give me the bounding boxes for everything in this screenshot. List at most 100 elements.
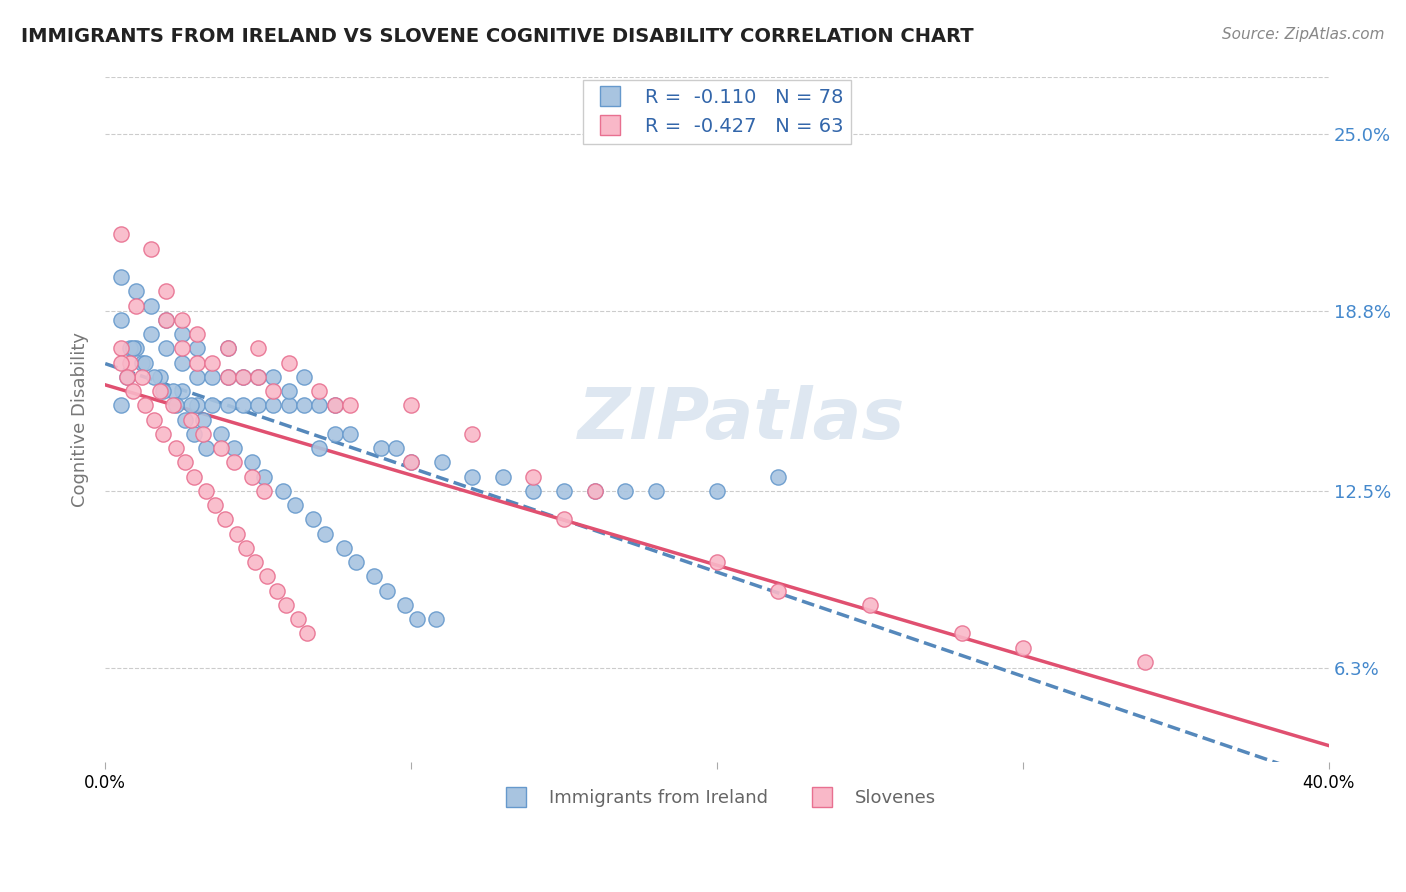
Point	[284, 498, 307, 512]
Point	[339, 426, 361, 441]
Point	[155, 341, 177, 355]
Point	[308, 441, 330, 455]
Point	[399, 455, 422, 469]
Text: IMMIGRANTS FROM IRELAND VS SLOVENE COGNITIVE DISABILITY CORRELATION CHART: IMMIGRANTS FROM IRELAND VS SLOVENE COGNI…	[21, 27, 974, 45]
Point	[950, 626, 973, 640]
Point	[344, 555, 367, 569]
Point	[110, 355, 132, 369]
Point	[522, 469, 544, 483]
Point	[217, 369, 239, 384]
Point	[271, 483, 294, 498]
Point	[295, 626, 318, 640]
Point	[247, 369, 270, 384]
Point	[425, 612, 447, 626]
Point	[180, 412, 202, 426]
Point	[125, 341, 148, 355]
Point	[143, 369, 166, 384]
Point	[256, 569, 278, 583]
Point	[110, 398, 132, 412]
Point	[583, 483, 606, 498]
Point	[314, 526, 336, 541]
Point	[162, 398, 184, 412]
Point	[222, 441, 245, 455]
Point	[232, 369, 254, 384]
Point	[186, 355, 208, 369]
Point	[240, 455, 263, 469]
Point	[186, 341, 208, 355]
Point	[118, 355, 141, 369]
Point	[139, 299, 162, 313]
Point	[222, 455, 245, 469]
Point	[339, 398, 361, 412]
Point	[201, 355, 224, 369]
Point	[292, 369, 315, 384]
Point	[277, 355, 299, 369]
Point	[180, 398, 202, 412]
Point	[131, 369, 153, 384]
Point	[302, 512, 325, 526]
Point	[363, 569, 385, 583]
Point	[859, 598, 882, 612]
Point	[461, 426, 484, 441]
Point	[553, 483, 575, 498]
Point	[644, 483, 666, 498]
Point	[183, 469, 205, 483]
Point	[149, 384, 172, 398]
Point	[370, 441, 392, 455]
Point	[170, 355, 193, 369]
Point	[134, 355, 156, 369]
Point	[768, 469, 790, 483]
Point	[217, 398, 239, 412]
Point	[214, 512, 236, 526]
Point	[155, 285, 177, 299]
Point	[492, 469, 515, 483]
Point	[614, 483, 637, 498]
Point	[225, 526, 247, 541]
Point	[186, 398, 208, 412]
Point	[152, 384, 174, 398]
Point	[195, 441, 218, 455]
Point	[406, 612, 429, 626]
Point	[247, 398, 270, 412]
Point	[149, 369, 172, 384]
Point	[139, 327, 162, 342]
Point	[191, 412, 214, 426]
Point	[232, 369, 254, 384]
Point	[243, 555, 266, 569]
Point	[125, 285, 148, 299]
Point	[292, 398, 315, 412]
Point	[143, 412, 166, 426]
Legend: Immigrants from Ireland, Slovenes: Immigrants from Ireland, Slovenes	[491, 782, 943, 814]
Point	[152, 426, 174, 441]
Point	[186, 369, 208, 384]
Point	[235, 541, 257, 555]
Point	[706, 483, 728, 498]
Point	[522, 483, 544, 498]
Point	[430, 455, 453, 469]
Point	[308, 398, 330, 412]
Point	[118, 341, 141, 355]
Point	[217, 369, 239, 384]
Point	[211, 426, 233, 441]
Point	[170, 313, 193, 327]
Point	[308, 384, 330, 398]
Point	[706, 555, 728, 569]
Point	[333, 541, 356, 555]
Point	[263, 398, 285, 412]
Point	[253, 469, 276, 483]
Point	[211, 441, 233, 455]
Point	[287, 612, 309, 626]
Point	[266, 583, 288, 598]
Point	[399, 398, 422, 412]
Point	[323, 398, 346, 412]
Point	[121, 384, 143, 398]
Point	[232, 398, 254, 412]
Point	[583, 483, 606, 498]
Text: ZIPatlas: ZIPatlas	[578, 385, 905, 454]
Point	[323, 398, 346, 412]
Point	[125, 299, 148, 313]
Point	[110, 227, 132, 242]
Point	[173, 455, 195, 469]
Point	[253, 483, 276, 498]
Point	[134, 398, 156, 412]
